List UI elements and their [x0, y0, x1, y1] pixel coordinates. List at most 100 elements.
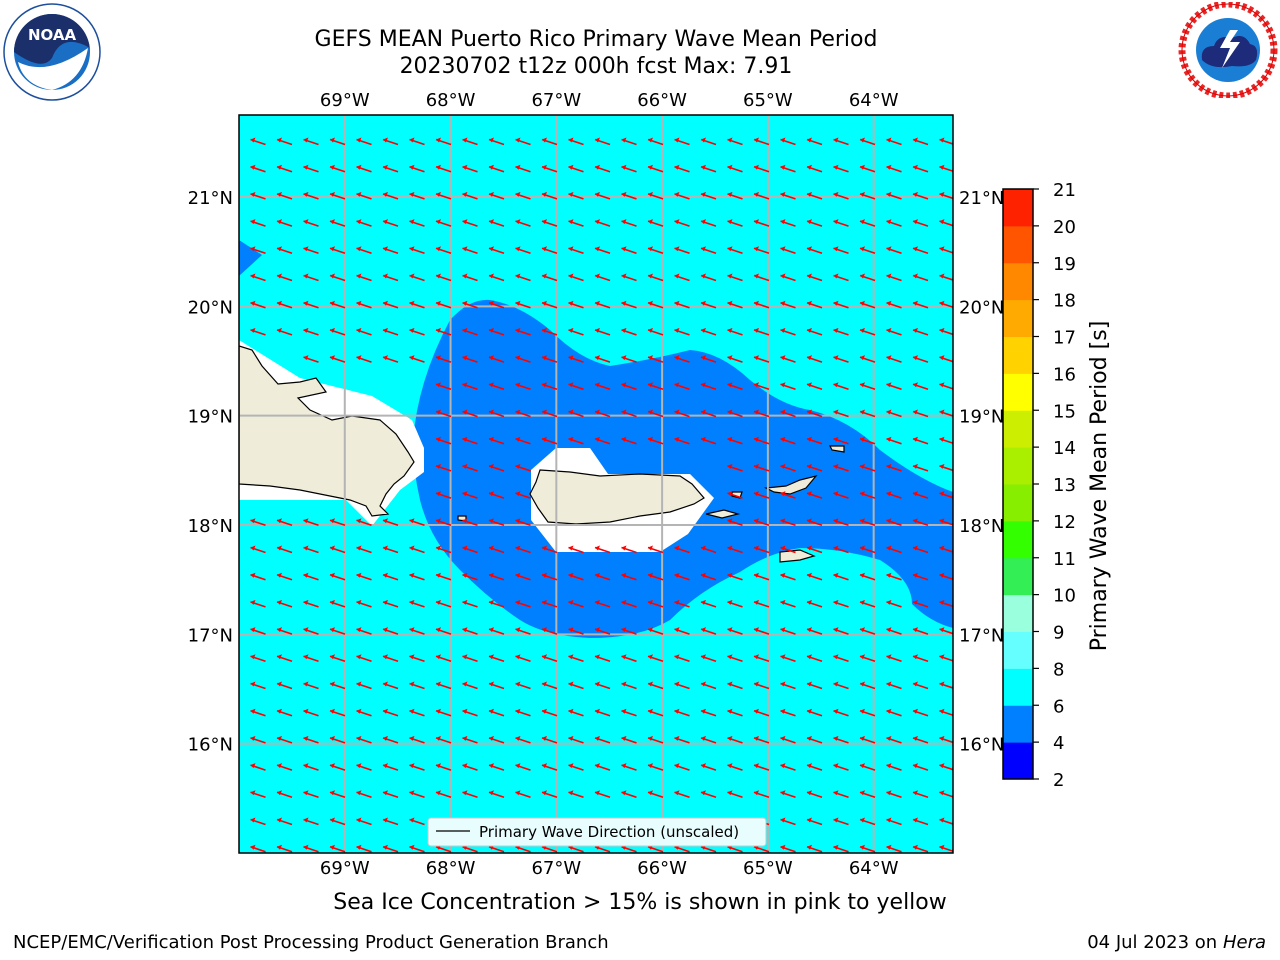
wave-arrow — [674, 382, 690, 391]
wave-arrow — [939, 327, 953, 336]
wave-arrow — [727, 599, 743, 608]
wave-arrow — [621, 355, 637, 363]
wave-arrow — [356, 654, 372, 663]
wave-arrow — [939, 137, 953, 145]
wave-arrow — [250, 790, 266, 799]
wave-arrow — [859, 219, 876, 227]
wave-arrow — [568, 599, 584, 608]
wave-arrow — [621, 681, 637, 690]
wave-arrow — [939, 844, 953, 853]
wave-arrow — [806, 572, 823, 581]
wave-arrow — [356, 817, 372, 826]
wave-arrow — [647, 735, 664, 744]
wave-arrow — [594, 327, 611, 336]
wave-arrow — [806, 491, 823, 499]
wave-arrow — [594, 164, 611, 173]
wave-arrow — [727, 572, 743, 581]
wave-arrow — [250, 327, 266, 336]
colorbar-tick-label: 15 — [1053, 401, 1076, 422]
colorbar-segment — [1003, 594, 1033, 632]
wave-arrow — [780, 273, 796, 282]
wave-arrow — [621, 191, 637, 200]
wave-arrow — [833, 654, 849, 663]
wave-arrow — [647, 599, 664, 608]
wave-arrow — [780, 327, 796, 336]
wave-arrow — [833, 273, 849, 282]
wave-arrow — [250, 300, 266, 309]
wave-arrow — [753, 300, 770, 309]
wave-arrow — [780, 735, 796, 744]
wave-arrow — [356, 355, 372, 363]
wave-arrow — [753, 518, 770, 527]
wave-arrow — [806, 300, 823, 309]
wave-arrow — [939, 518, 953, 526]
colorbar-segment — [1003, 189, 1033, 227]
wave-arrow — [356, 708, 372, 717]
wave-arrow — [329, 273, 346, 282]
wave-arrow — [647, 790, 664, 799]
wave-arrow — [859, 273, 876, 282]
wave-arrow — [515, 463, 531, 472]
wave-period-band-4-6 — [413, 299, 953, 638]
wave-arrow — [435, 436, 452, 445]
wave-arrow — [515, 599, 531, 608]
land-hispaniola — [239, 345, 415, 517]
wave-arrow — [753, 572, 770, 581]
wave-arrow — [939, 355, 953, 363]
wave-arrow — [541, 599, 558, 608]
wave-arrow — [488, 137, 505, 146]
latitude-label: 20°N — [959, 297, 1004, 318]
wave-arrow — [806, 599, 823, 608]
wave-arrow — [674, 219, 690, 227]
wave-arrow — [806, 382, 823, 391]
wave-arrow — [859, 735, 876, 744]
wave-arrow — [780, 790, 796, 799]
wave-arrow — [886, 790, 902, 799]
wave-arrow — [912, 436, 929, 445]
wave-arrow — [356, 327, 372, 336]
longitude-label: 66°W — [637, 90, 687, 111]
wave-arrow — [780, 164, 796, 173]
wave-arrow — [515, 654, 531, 663]
wave-arrow — [780, 654, 796, 663]
wave-arrow — [541, 191, 558, 200]
wave-arrow — [753, 463, 770, 472]
wave-arrow — [515, 246, 531, 255]
wave-arrow — [276, 219, 293, 227]
wave-arrow — [647, 681, 664, 690]
wave-arrow — [329, 518, 346, 527]
wave-arrow — [435, 355, 452, 363]
wave-arrow — [276, 627, 293, 635]
wave-arrow — [276, 708, 293, 717]
wave-arrow — [674, 627, 690, 635]
wave-arrow — [409, 219, 425, 227]
wave-arrow — [621, 382, 637, 391]
wave-arrow — [541, 708, 558, 717]
wave-arrow — [859, 300, 876, 309]
wave-arrow — [356, 518, 372, 527]
wave-arrow — [435, 164, 452, 173]
wave-arrow — [621, 599, 637, 608]
wave-arrow — [727, 137, 743, 146]
wave-arrow — [435, 491, 452, 499]
wave-arrow — [435, 708, 452, 717]
wave-arrow — [886, 844, 902, 853]
wave-arrow — [886, 409, 902, 418]
wave-arrow — [806, 681, 823, 690]
wave-arrow — [753, 599, 770, 608]
wave-arrow — [700, 735, 717, 744]
wave-arrow — [753, 681, 770, 690]
wave-arrow — [541, 763, 558, 771]
wave-arrow — [674, 409, 690, 418]
wave-arrow — [700, 436, 717, 445]
wave-arrow — [541, 382, 558, 391]
wave-arrow — [356, 273, 372, 282]
wave-arrow — [833, 627, 849, 635]
wave-arrow — [806, 708, 823, 717]
wave-arrow — [541, 137, 558, 146]
wave-arrow — [568, 545, 584, 554]
wave-arrow — [753, 137, 770, 146]
wave-arrow — [886, 599, 902, 608]
wave-arrow — [621, 300, 637, 309]
wave-arrow — [674, 735, 690, 744]
